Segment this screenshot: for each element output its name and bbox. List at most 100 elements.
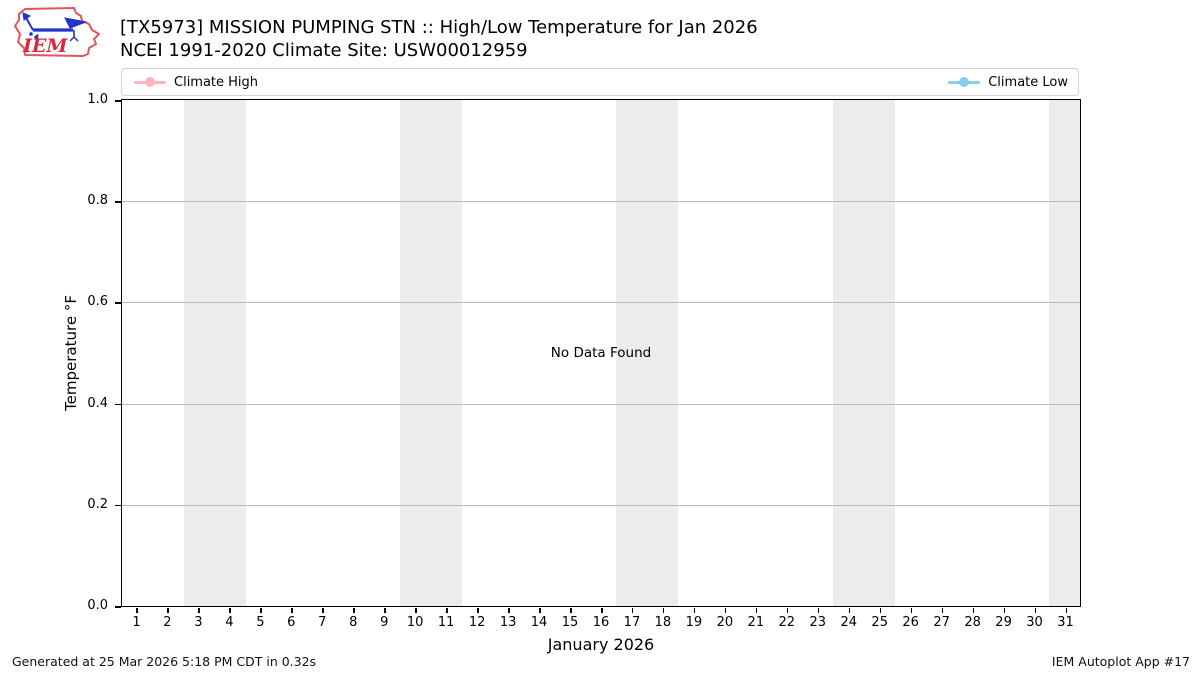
y-tick-label: 0.4 [87, 395, 108, 411]
x-tick-mark [384, 608, 386, 613]
climate-high-marker-icon [134, 76, 166, 88]
x-tick-label: 7 [318, 615, 327, 630]
y-tick-mark [115, 100, 121, 102]
x-tick-label: 15 [561, 615, 579, 630]
x-tick-mark [570, 608, 572, 613]
y-tick-label: 0.6 [87, 294, 108, 310]
x-tick-label: 10 [406, 615, 424, 630]
x-tick-label: 3 [194, 615, 203, 630]
x-tick-mark [167, 608, 169, 613]
climate-low-marker-icon [948, 76, 981, 88]
x-tick-mark [941, 608, 944, 613]
chart-legend: Climate High Climate Low [121, 68, 1079, 96]
legend-entry-climate-low: Climate Low [948, 75, 1068, 90]
weekend-shading-band [183, 100, 246, 606]
y-tick-mark [115, 302, 121, 304]
gridline [122, 403, 1080, 405]
x-tick-label: 29 [995, 615, 1012, 630]
x-tick-label: 8 [349, 615, 358, 630]
x-tick-mark [848, 608, 851, 613]
x-tick-mark [415, 608, 417, 613]
x-tick-mark [910, 608, 913, 613]
x-tick-label: 20 [716, 615, 734, 630]
x-tick-mark [724, 608, 727, 613]
x-tick-mark [693, 608, 696, 613]
plot-area: No Data Found [121, 99, 1081, 607]
weekend-shading-band [1049, 100, 1080, 606]
x-tick-mark [198, 608, 200, 613]
x-tick-mark [291, 608, 293, 613]
x-tick-mark [1003, 608, 1006, 613]
x-tick-label: 26 [902, 615, 919, 630]
x-tick-label: 2 [163, 615, 172, 630]
chart-subtitle: NCEI 1991-2020 Climate Site: USW00012959 [120, 40, 528, 61]
y-tick-mark [115, 403, 121, 406]
x-tick-mark [662, 608, 665, 613]
x-tick-label: 19 [685, 615, 703, 630]
x-tick-label: 17 [623, 615, 641, 630]
x-tick-label: 9 [380, 615, 389, 630]
x-tick-mark [879, 608, 882, 613]
weather-vane-icon [22, 12, 88, 42]
weekend-shading-band [832, 100, 895, 606]
x-tick-mark [508, 608, 510, 613]
iem-logo-text: IEM [22, 35, 68, 57]
y-tick-label: 0.0 [87, 598, 108, 613]
y-axis-label: Temperature °F [62, 295, 80, 411]
x-tick-mark [322, 608, 324, 613]
x-tick-label: 1 [132, 615, 141, 630]
x-tick-label: 25 [871, 615, 888, 630]
x-tick-mark [817, 608, 820, 613]
y-tick-label: 0.8 [87, 193, 108, 209]
x-tick-label: 5 [256, 615, 265, 630]
x-tick-label: 28 [964, 615, 981, 630]
y-tick-label: 0.2 [87, 496, 108, 512]
x-tick-label: 16 [592, 615, 610, 630]
gridline [122, 504, 1080, 506]
no-data-message: No Data Found [550, 345, 652, 361]
y-tick-mark [115, 201, 121, 203]
x-tick-label: 27 [933, 615, 950, 630]
x-tick-mark [972, 608, 975, 613]
x-tick-mark [353, 608, 355, 613]
weekend-shading-band [616, 100, 679, 606]
x-tick-label: 23 [809, 615, 827, 630]
x-tick-label: 30 [1026, 615, 1043, 630]
chart-title: [TX5973] MISSION PUMPING STN :: High/Low… [120, 17, 758, 38]
x-tick-mark [786, 608, 789, 613]
x-tick-mark [136, 608, 138, 613]
app-credit: IEM Autoplot App #17 [1051, 654, 1190, 669]
x-tick-label: 24 [840, 615, 857, 630]
x-tick-mark [260, 608, 262, 613]
y-axis-ticks: 0.0 0.2 0.4 0.6 0.8 1.0 [0, 92, 121, 613]
x-tick-mark [477, 608, 479, 613]
x-tick-label: 31 [1057, 615, 1074, 630]
y-tick-mark [115, 504, 121, 507]
x-axis-label: January 2026 [547, 635, 655, 654]
x-tick-mark [631, 608, 634, 613]
y-tick-label: 1.0 [87, 92, 108, 107]
x-tick-mark [446, 608, 448, 613]
x-tick-mark [601, 608, 603, 613]
x-tick-label: 18 [654, 615, 672, 630]
x-tick-mark [539, 608, 541, 613]
generated-timestamp: Generated at 25 Mar 2026 5:18 PM CDT in … [12, 654, 317, 669]
y-tick-mark [115, 606, 121, 608]
x-tick-label: 6 [287, 615, 296, 630]
gridline [122, 201, 1080, 203]
weekend-shading-band [400, 100, 462, 606]
legend-entry-climate-high: Climate High [134, 75, 258, 90]
x-tick-mark [1034, 608, 1037, 613]
gridline [122, 302, 1080, 304]
chart-header: [TX5973] MISSION PUMPING STN :: High/Low… [120, 16, 758, 62]
x-tick-label: 11 [437, 615, 455, 630]
x-tick-mark [755, 608, 758, 613]
x-tick-label: 14 [530, 615, 548, 630]
x-tick-label: 4 [225, 615, 234, 630]
x-axis-ticks: 1 2 3 4 5 6 7 8 9 10 11 12 13 14 15 16 17 18 19 20 21 22 23 24 2… [121, 607, 1081, 639]
iem-logo: IEM [14, 7, 100, 57]
x-tick-label: 13 [499, 615, 517, 630]
legend-label-climate-low: Climate Low [988, 74, 1068, 90]
x-tick-label: 22 [778, 615, 796, 630]
legend-label-climate-high: Climate High [174, 74, 259, 90]
